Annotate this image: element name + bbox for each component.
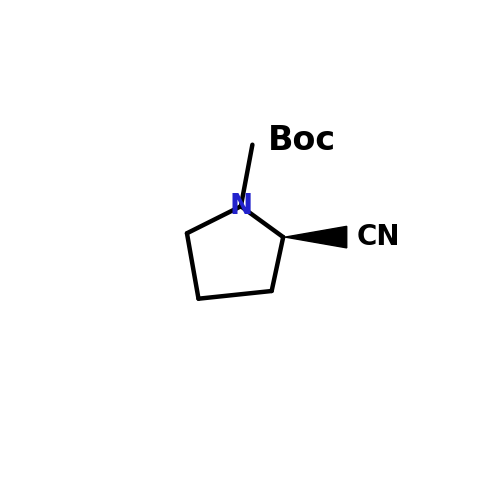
Text: Boc: Boc	[268, 124, 336, 158]
Text: N: N	[230, 192, 252, 220]
Polygon shape	[285, 226, 346, 248]
Text: CN: CN	[356, 223, 400, 251]
